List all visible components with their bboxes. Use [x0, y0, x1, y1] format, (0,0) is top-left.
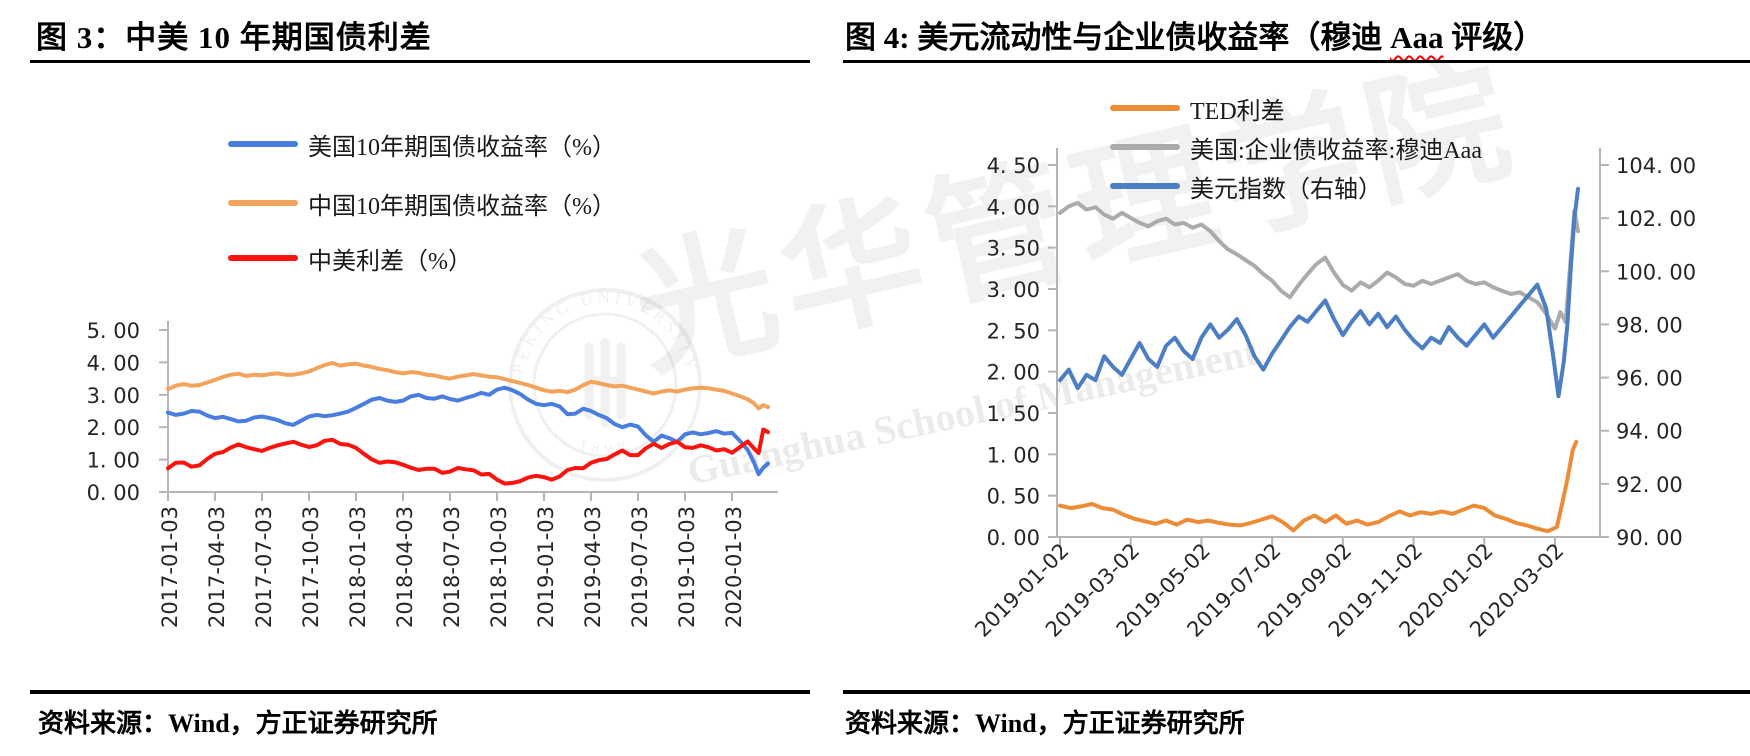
figure4-title-rule [843, 60, 1750, 63]
svg-text:1. 50: 1. 50 [987, 402, 1040, 426]
legend-line-us10y [228, 141, 298, 147]
fig4-series-2 [1058, 186, 1580, 399]
legend-item-us10y: 美国10年期国债收益率（%） [228, 129, 616, 161]
svg-text:2020-01-03: 2020-01-03 [722, 506, 746, 628]
legend-line-spread [228, 255, 298, 261]
svg-text:94. 00: 94. 00 [1616, 420, 1683, 444]
svg-text:2018-07-03: 2018-07-03 [440, 506, 464, 628]
svg-text:3. 00: 3. 00 [87, 384, 140, 408]
legend-item-cn10y: 中国10年期国债收益率（%） [228, 188, 616, 220]
figure4-title-aaa-marked: Aaa [1390, 20, 1444, 55]
legend-line-usdx [1110, 183, 1180, 189]
svg-text:92. 00: 92. 00 [1616, 473, 1683, 497]
svg-text:2017-01-03: 2017-01-03 [158, 506, 182, 628]
figure4-bottom-rule [843, 690, 1750, 694]
svg-text:0. 00: 0. 00 [87, 481, 140, 505]
svg-text:4. 00: 4. 00 [87, 351, 140, 375]
legend-line-aaa [1110, 144, 1180, 150]
svg-text:2019-10-03: 2019-10-03 [675, 506, 699, 628]
legend-label-us10y: 美国10年期国债收益率（%） [308, 134, 616, 161]
figure3-title-rule [30, 60, 810, 63]
legend-line-cn10y [228, 200, 298, 206]
legend-label-cn10y: 中国10年期国债收益率（%） [308, 193, 616, 220]
svg-text:2. 00: 2. 00 [987, 361, 1040, 385]
fig4-axes [1056, 148, 1601, 538]
legend-line-ted [1110, 105, 1180, 111]
svg-text:2018-10-03: 2018-10-03 [487, 506, 511, 628]
svg-text:2019-04-03: 2019-04-03 [581, 506, 605, 628]
figure4-source: 资料来源：Wind，方正证券研究所 [845, 709, 1245, 738]
figure3-source: 资料来源：Wind，方正证券研究所 [38, 709, 438, 738]
legend-item-usdx: 美元指数（右轴） [1110, 171, 1382, 203]
figure3-bottom-rule [30, 690, 810, 694]
svg-text:104. 00: 104. 00 [1616, 154, 1696, 178]
legend-label-spread: 中美利差（%） [308, 248, 472, 275]
fig3-series-1 [166, 361, 770, 411]
svg-text:1. 00: 1. 00 [987, 443, 1040, 467]
legend-label-aaa: 美国:企业债收益率:穆迪Aaa [1190, 137, 1482, 164]
fig3-series-2 [166, 427, 770, 486]
svg-text:96. 00: 96. 00 [1616, 367, 1683, 391]
svg-text:2019-01-03: 2019-01-03 [534, 506, 558, 628]
svg-text:4. 00: 4. 00 [987, 195, 1040, 219]
figure4-title-prefix: 图 4: 美元流动性与企业债收益率（穆迪 [845, 20, 1391, 55]
svg-text:2017-04-03: 2017-04-03 [205, 506, 229, 628]
legend-label-ted: TED利差 [1190, 98, 1285, 125]
svg-text:4. 50: 4. 50 [987, 154, 1040, 178]
fig4-series-0 [1058, 439, 1579, 534]
svg-text:98. 00: 98. 00 [1616, 313, 1683, 337]
svg-text:3. 00: 3. 00 [987, 278, 1040, 302]
legend-item-spread: 中美利差（%） [228, 243, 472, 275]
svg-text:2. 50: 2. 50 [987, 319, 1040, 343]
legend-item-aaa: 美国:企业债收益率:穆迪Aaa [1110, 132, 1482, 164]
svg-text:2018-04-03: 2018-04-03 [393, 506, 417, 628]
svg-text:0. 50: 0. 50 [987, 485, 1040, 509]
svg-text:102. 00: 102. 00 [1616, 207, 1696, 231]
svg-text:2019-07-03: 2019-07-03 [628, 506, 652, 628]
svg-text:100. 00: 100. 00 [1616, 260, 1696, 284]
legend-item-ted: TED利差 [1110, 93, 1285, 125]
svg-text:1. 00: 1. 00 [87, 449, 140, 473]
svg-text:90. 00: 90. 00 [1616, 526, 1683, 550]
fig3-axes [167, 321, 778, 493]
fig3-series-0 [166, 385, 770, 477]
fig4-series-1 [1058, 201, 1580, 331]
svg-text:3. 50: 3. 50 [987, 237, 1040, 261]
svg-text:5. 00: 5. 00 [87, 319, 140, 343]
svg-text:0. 00: 0. 00 [987, 526, 1040, 550]
figure4-title: 图 4: 美元流动性与企业债收益率（穆迪 Aaa 评级） [845, 12, 1544, 57]
legend-label-usdx: 美元指数（右轴） [1190, 176, 1382, 203]
svg-text:2017-10-03: 2017-10-03 [299, 506, 323, 628]
figure4-title-suffix: 评级） [1443, 20, 1545, 55]
figure3-title: 图 3：中美 10 年期国债利差 [36, 20, 432, 55]
svg-text:2017-07-03: 2017-07-03 [252, 506, 276, 628]
svg-text:2. 00: 2. 00 [87, 416, 140, 440]
svg-text:2018-01-03: 2018-01-03 [346, 506, 370, 628]
